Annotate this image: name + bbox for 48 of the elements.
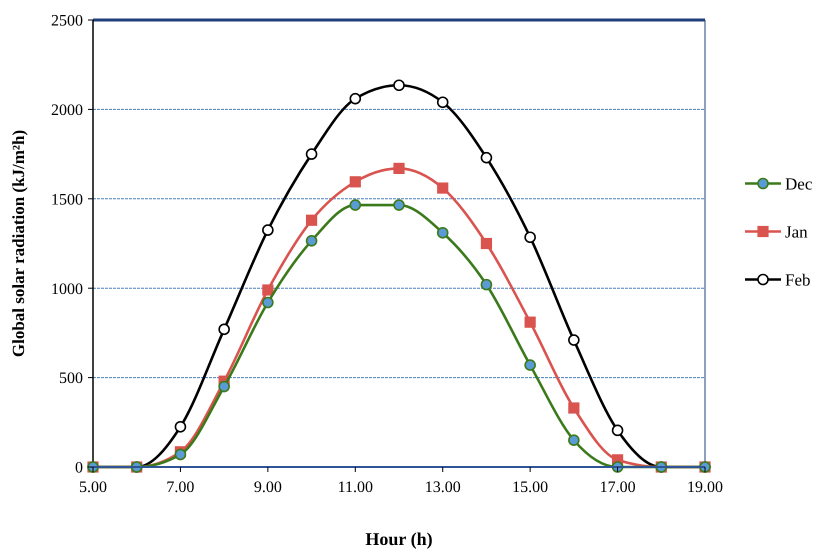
x-tick-label: 13.00 <box>424 479 461 496</box>
x-tick-label: 19.00 <box>687 479 723 496</box>
point <box>262 224 274 236</box>
point <box>393 199 405 211</box>
y-tick-label: 2500 <box>51 12 83 30</box>
y-tick-label: 1500 <box>51 191 83 208</box>
point <box>568 434 580 446</box>
point <box>524 316 536 328</box>
point <box>437 182 448 194</box>
point <box>349 199 362 211</box>
point <box>262 296 274 308</box>
point <box>480 278 492 290</box>
point <box>480 152 492 164</box>
legend-label: Dec <box>785 174 813 194</box>
point <box>393 79 405 92</box>
point <box>436 96 449 108</box>
point <box>218 380 230 392</box>
x-tick-label: 5.00 <box>79 479 107 496</box>
point <box>568 402 580 414</box>
point <box>524 359 536 371</box>
y-axis-title: Global solar radiation (kJ/m²h) <box>9 130 28 358</box>
y-tick-label: 1000 <box>51 280 83 298</box>
x-tick-label: 17.00 <box>600 479 636 496</box>
x-tick-label: 7.00 <box>166 479 194 496</box>
point <box>612 424 624 436</box>
x-tick-label: 11.00 <box>338 479 373 496</box>
x-tick-label: 9.00 <box>254 479 282 496</box>
x-tick-label: 15.00 <box>512 479 548 496</box>
y-tick-label: 2000 <box>51 102 83 119</box>
point <box>306 214 318 226</box>
point <box>524 231 536 244</box>
point <box>174 420 186 433</box>
point <box>218 324 230 336</box>
point <box>306 148 318 160</box>
point <box>174 448 186 460</box>
y-tick-label: 0 <box>75 460 83 477</box>
legend-label: Jan <box>785 222 808 242</box>
point <box>436 226 449 239</box>
point <box>349 92 362 104</box>
x-axis-title: Hour (h) <box>365 529 433 549</box>
y-tick-label: 500 <box>59 370 83 388</box>
point <box>393 162 405 174</box>
legend-label: Feb <box>785 270 810 290</box>
point <box>306 235 318 247</box>
point <box>262 284 274 296</box>
point <box>568 334 580 346</box>
point <box>350 176 361 188</box>
point <box>480 238 492 250</box>
